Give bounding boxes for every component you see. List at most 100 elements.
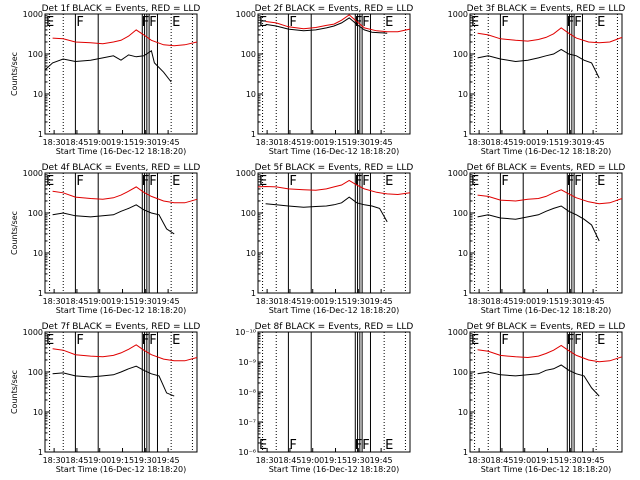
y-tick-label: 100 — [453, 368, 468, 377]
y-tick-label: 1 — [463, 448, 468, 457]
panel-title: Det 4f BLACK = Events, RED = LLD — [42, 163, 201, 173]
plot-frame — [257, 13, 411, 135]
panel-title: Det 7f BLACK = Events, RED = LLD — [42, 322, 201, 332]
y-tick-label: 100 — [241, 50, 256, 59]
x-tick-label: 19:45 — [582, 138, 605, 147]
plot-frame — [257, 172, 411, 294]
series-line-red — [265, 14, 411, 33]
plot-frame — [44, 172, 198, 294]
flag-label: E — [172, 333, 180, 348]
panel-title: Det 8f BLACK = Events, RED = LLD — [255, 322, 414, 332]
x-tick-label: 19:30 — [347, 138, 370, 147]
panel-det-3: Det 3f BLACK = Events, RED = LLD 1 10 100 10… — [448, 4, 626, 156]
x-axis-label: Start Time (16-Dec-12 18:18:20) — [481, 306, 612, 315]
x-tick-label: 18:30 — [256, 138, 279, 147]
flag-label: E — [597, 174, 605, 189]
panel-det-5: Det 5f BLACK = Events, RED = LLD 1 10 100 10… — [236, 163, 414, 315]
y-tick-label: 100 — [28, 368, 43, 377]
flag-label: FF — [355, 15, 370, 30]
flag-label: E — [172, 174, 180, 189]
y-tick-label: 100 — [453, 50, 468, 59]
y-tick-label: 1000 — [23, 10, 43, 19]
x-tick-label: 19:45 — [157, 456, 180, 465]
y-tick-label: 100 — [28, 50, 43, 59]
plot-frame — [44, 331, 198, 453]
x-tick-label: 19:15 — [536, 456, 559, 465]
panel-title: Det 2f BLACK = Events, RED = LLD — [255, 4, 414, 14]
series-line-red — [477, 189, 623, 205]
x-tick-label: 19:00 — [513, 297, 536, 306]
flag-label: E — [471, 174, 479, 189]
x-tick-label: 18:30 — [43, 297, 66, 306]
x-axis-label: Start Time (16-Dec-12 18:18:20) — [56, 465, 187, 474]
x-tick-label: 18:45 — [278, 456, 301, 465]
panel-det-9: Det 9f BLACK = Events, RED = LLD 1 10 100 10… — [448, 322, 626, 474]
x-tick-label: 19:30 — [347, 456, 370, 465]
x-tick-label: 19:15 — [111, 297, 134, 306]
x-axis-label: Start Time (16-Dec-12 18:18:20) — [481, 147, 612, 156]
flag-label: F — [289, 15, 296, 30]
x-tick-label: 19:30 — [559, 456, 582, 465]
x-tick-label: 19:00 — [513, 456, 536, 465]
flag-label: F — [76, 174, 83, 189]
y-axis-label: Counts/sec — [10, 370, 19, 414]
y-tick-label: 1000 — [23, 328, 43, 337]
y-tick-label: 10 — [458, 249, 468, 258]
x-tick-label: 19:00 — [301, 456, 324, 465]
series-line-black — [477, 364, 600, 397]
panel-title: Det 5f BLACK = Events, RED = LLD — [255, 163, 414, 173]
panel-det-8: Det 8f BLACK = Events, RED = LLD 10⁻⁶ 10⁻⁷… — [235, 322, 413, 474]
flag-label: F — [76, 333, 83, 348]
panel-title: Det 1f BLACK = Events, RED = LLD — [42, 4, 201, 14]
y-tick-label: 10 — [458, 90, 468, 99]
x-tick-label: 19:00 — [301, 297, 324, 306]
y-tick-label: 100 — [241, 209, 256, 218]
x-axis-label: Start Time (16-Dec-12 18:18:20) — [269, 306, 400, 315]
y-tick-label: 10⁻¹⁰ — [235, 328, 256, 337]
x-tick-label: 19:45 — [370, 138, 393, 147]
series-line-red — [52, 344, 198, 362]
y-tick-label: 1 — [38, 130, 43, 139]
flag-label: E — [259, 438, 267, 453]
plot-frame — [44, 13, 198, 135]
y-tick-label: 100 — [453, 209, 468, 218]
flag-label: FF — [142, 174, 157, 189]
panel-title: Det 6f BLACK = Events, RED = LLD — [467, 163, 626, 173]
flag-label: FF — [567, 15, 582, 30]
x-tick-label: 19:15 — [111, 456, 134, 465]
y-tick-label: 1000 — [448, 169, 468, 178]
x-tick-label: 18:45 — [65, 297, 88, 306]
x-tick-label: 19:30 — [347, 297, 370, 306]
x-tick-label: 18:30 — [256, 297, 279, 306]
series-line-black — [265, 196, 388, 223]
y-tick-label: 10⁻⁷ — [238, 418, 256, 427]
y-tick-label: 1000 — [236, 169, 256, 178]
x-tick-label: 19:15 — [536, 297, 559, 306]
x-tick-label: 19:30 — [134, 456, 157, 465]
y-tick-label: 10 — [33, 408, 43, 417]
x-tick-label: 19:45 — [370, 297, 393, 306]
x-tick-label: 19:45 — [582, 456, 605, 465]
plot-frame — [469, 13, 623, 135]
series-line-black — [477, 48, 600, 79]
x-axis-label: Start Time (16-Dec-12 18:18:20) — [56, 306, 187, 315]
flag-label: E — [46, 333, 54, 348]
x-tick-label: 19:00 — [88, 456, 111, 465]
x-tick-label: 18:30 — [43, 138, 66, 147]
flag-label: FF — [142, 333, 157, 348]
y-tick-label: 1 — [38, 289, 43, 298]
x-tick-label: 19:15 — [324, 456, 347, 465]
x-axis-label: Start Time (16-Dec-12 18:18:20) — [481, 465, 612, 474]
plot-frame — [469, 172, 623, 294]
flag-label: F — [289, 174, 296, 189]
series-line-red — [52, 186, 198, 204]
x-tick-label: 19:30 — [559, 297, 582, 306]
flag-label: E — [259, 174, 267, 189]
series-line-black — [477, 205, 600, 242]
plot-frame — [469, 331, 623, 453]
flag-label: E — [46, 15, 54, 30]
flag-label: F — [76, 15, 83, 30]
y-tick-label: 1 — [251, 289, 256, 298]
y-tick-label: 10 — [33, 249, 43, 258]
